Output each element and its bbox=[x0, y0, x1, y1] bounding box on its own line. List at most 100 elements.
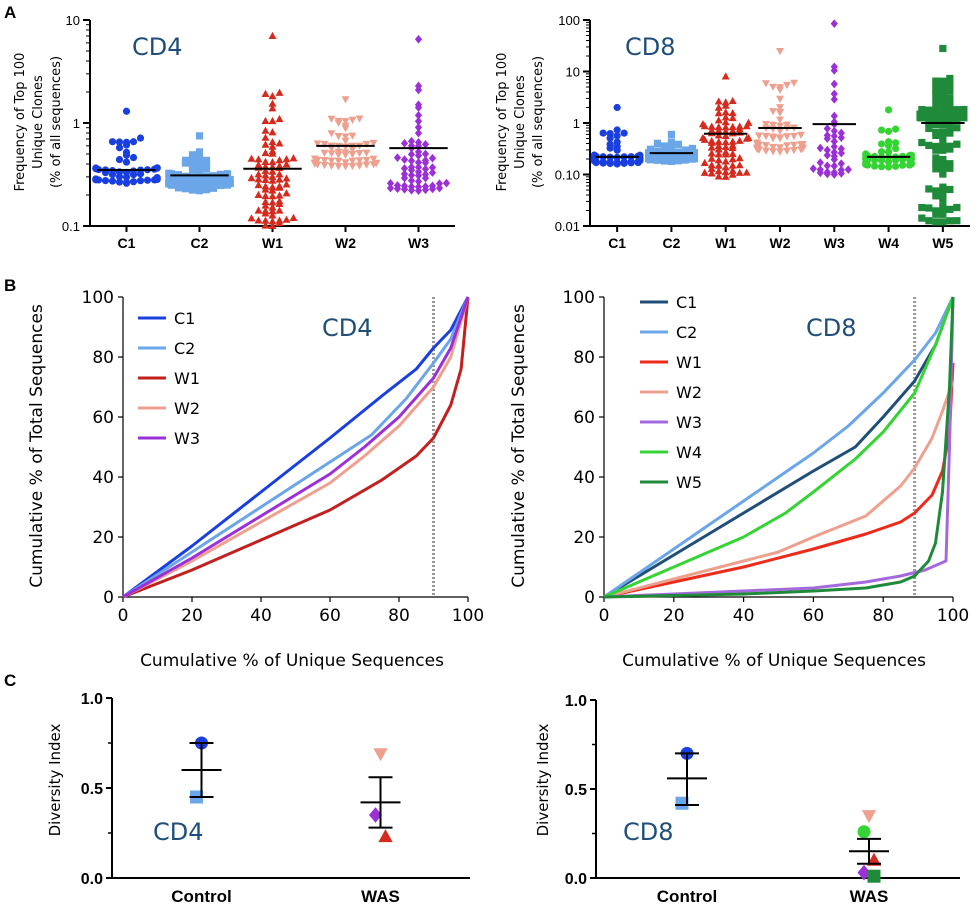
data-point bbox=[261, 148, 270, 157]
data-point bbox=[202, 186, 211, 194]
data-point bbox=[728, 108, 737, 117]
data-point bbox=[837, 165, 845, 175]
data-point bbox=[195, 187, 204, 195]
data-point bbox=[275, 206, 284, 214]
data-point bbox=[268, 198, 277, 206]
data-point bbox=[721, 113, 730, 121]
data-point bbox=[946, 205, 954, 213]
x-tick-label: C2 bbox=[191, 235, 209, 251]
data-point bbox=[932, 128, 940, 136]
data-point bbox=[275, 175, 284, 183]
data-point bbox=[776, 84, 784, 92]
chart-title: CD8 bbox=[625, 33, 676, 61]
data-point bbox=[830, 131, 838, 141]
data-point bbox=[261, 116, 270, 125]
data-point bbox=[932, 218, 940, 226]
data-point bbox=[816, 158, 824, 167]
data-point bbox=[797, 131, 805, 139]
chart-c-cd4: CD4 Diversity Index 0.0 0.5 1.0 Control WAS bbox=[46, 691, 470, 906]
data-point bbox=[728, 126, 737, 134]
x-tick-label: C1 bbox=[118, 235, 136, 251]
data-point bbox=[327, 115, 336, 123]
data-point bbox=[728, 149, 737, 157]
data-point bbox=[830, 19, 838, 28]
legend-label: C2 bbox=[676, 323, 697, 342]
data-point bbox=[861, 810, 877, 824]
data-point bbox=[327, 130, 336, 138]
data-point bbox=[268, 31, 277, 40]
data-point bbox=[953, 217, 961, 225]
data-point bbox=[620, 129, 628, 137]
data-point bbox=[925, 217, 933, 225]
data-point bbox=[714, 141, 723, 150]
data-point bbox=[261, 206, 270, 215]
chart-title: CD8 bbox=[623, 818, 674, 846]
data-point bbox=[268, 142, 277, 150]
data-point bbox=[728, 137, 737, 145]
data-point bbox=[714, 172, 723, 180]
data-point bbox=[816, 143, 824, 153]
data-point bbox=[946, 164, 954, 172]
data-point bbox=[660, 153, 669, 161]
data-point bbox=[261, 140, 270, 148]
data-point bbox=[783, 121, 791, 129]
y-axis-label-line1: Frequency of Top 100 bbox=[13, 53, 28, 192]
data-point bbox=[939, 77, 947, 85]
data-point bbox=[275, 114, 284, 123]
data-point bbox=[769, 121, 777, 129]
data-point bbox=[862, 150, 870, 158]
data-point bbox=[925, 112, 933, 120]
data-point bbox=[188, 151, 197, 159]
data-point bbox=[334, 132, 343, 141]
data-point bbox=[776, 134, 784, 142]
y-tick-label: 20 bbox=[92, 528, 114, 548]
data-point bbox=[202, 172, 211, 181]
y-tick-label: 1.0 bbox=[81, 691, 103, 708]
data-point bbox=[714, 103, 723, 111]
data-point bbox=[289, 154, 298, 162]
data-point bbox=[939, 103, 947, 111]
series-line bbox=[122, 296, 470, 599]
data-point bbox=[891, 144, 900, 153]
data-point bbox=[681, 146, 690, 154]
x-tick-label: Control bbox=[171, 887, 231, 906]
data-point bbox=[714, 137, 723, 145]
data-point bbox=[816, 165, 824, 174]
data-point bbox=[254, 206, 263, 214]
data-point bbox=[735, 122, 744, 130]
data-point bbox=[946, 74, 954, 83]
data-point bbox=[932, 146, 940, 154]
data-point bbox=[946, 87, 954, 95]
data-point bbox=[700, 158, 709, 166]
y-tick-label: 0.0 bbox=[565, 871, 587, 888]
data-point bbox=[798, 140, 807, 149]
data-point bbox=[421, 182, 430, 191]
data-point bbox=[268, 99, 277, 107]
data-point bbox=[844, 165, 852, 174]
data-point bbox=[790, 147, 798, 155]
data-point bbox=[728, 122, 737, 130]
data-point bbox=[320, 140, 329, 149]
data-point bbox=[421, 164, 430, 174]
data-point bbox=[776, 47, 784, 56]
data-point bbox=[891, 162, 900, 170]
data-point bbox=[613, 138, 621, 146]
data-point bbox=[188, 156, 197, 165]
data-point bbox=[261, 216, 270, 224]
data-point bbox=[414, 128, 423, 138]
y-tick-label: 0.0 bbox=[81, 871, 103, 888]
data-point bbox=[783, 133, 791, 141]
y-tick-label: 1 bbox=[573, 116, 580, 131]
data-point bbox=[728, 166, 737, 174]
x-tick-label: W1 bbox=[262, 235, 283, 251]
data-point bbox=[282, 155, 291, 163]
data-point bbox=[918, 138, 926, 147]
data-point bbox=[735, 168, 744, 176]
data-point bbox=[762, 120, 770, 129]
data-point bbox=[223, 170, 232, 178]
data-point bbox=[275, 139, 284, 147]
data-point bbox=[115, 138, 124, 146]
data-point bbox=[674, 140, 683, 148]
chart-c-cd8: CD8 Diversity Index 0.0 0.5 1.0 Control WAS bbox=[534, 693, 960, 906]
data-point bbox=[268, 92, 277, 100]
